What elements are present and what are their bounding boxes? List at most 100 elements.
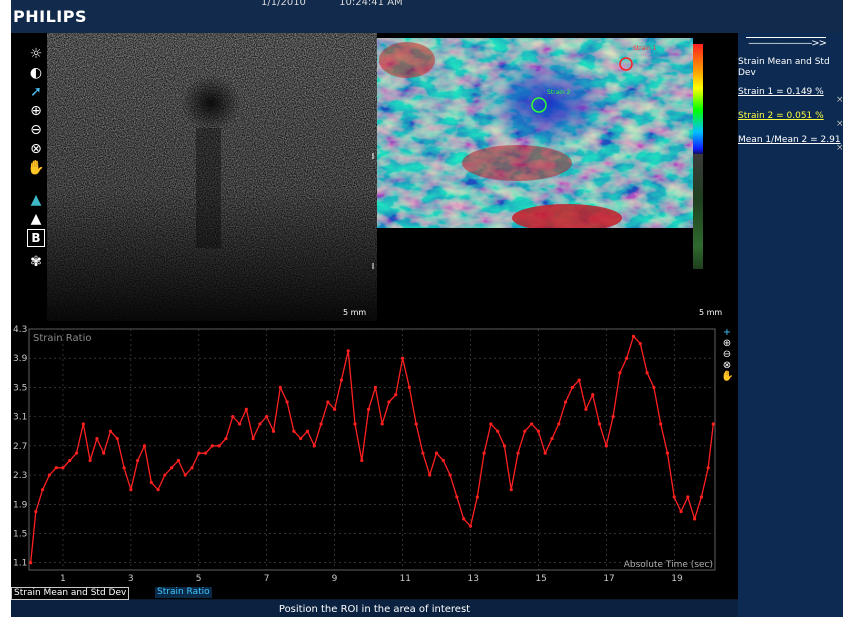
- data-point: [448, 473, 452, 477]
- chart-reset-icon[interactable]: ⊗: [722, 360, 732, 371]
- brain-icon[interactable]: ✾: [30, 254, 42, 270]
- probe-gray-icon[interactable]: ▲: [30, 211, 42, 227]
- data-point: [81, 422, 85, 426]
- data-point: [367, 407, 371, 411]
- bmode-icon[interactable]: B: [27, 229, 45, 247]
- data-point: [258, 422, 262, 426]
- roi-label-strain-1: Strain 1: [633, 45, 657, 52]
- data-point: [74, 451, 79, 455]
- strain-1-value[interactable]: Strain 1 = 0.149 %: [738, 87, 824, 97]
- pointer-icon[interactable]: ➚: [30, 84, 42, 100]
- data-point: [516, 451, 520, 455]
- data-point: [54, 466, 58, 470]
- data-point: [407, 385, 411, 390]
- contrast-icon[interactable]: ◐: [29, 65, 43, 81]
- reset-icon[interactable]: ⊗: [30, 141, 42, 157]
- data-point: [292, 429, 296, 433]
- data-point: [394, 393, 398, 397]
- close-icon[interactable]: ×: [836, 119, 843, 129]
- roi-circle-strain-2[interactable]: [531, 97, 547, 113]
- chart-zoom-in-icon[interactable]: ⊕: [722, 338, 732, 349]
- chart-zoom-out-icon[interactable]: ⊖: [722, 349, 732, 360]
- x-tick-label: 3: [128, 574, 134, 584]
- data-point: [570, 385, 574, 390]
- tab-strain-ratio[interactable]: Strain Ratio: [155, 587, 212, 598]
- data-point: [156, 488, 160, 492]
- y-tick-label: 3.5: [13, 383, 27, 393]
- data-point: [414, 422, 418, 426]
- data-point: [584, 407, 588, 411]
- elastography-image[interactable]: Strain 2 Strain 1: [377, 38, 693, 228]
- data-point: [679, 509, 683, 514]
- y-tick-label: 1.9: [13, 500, 28, 510]
- close-icon[interactable]: ×: [836, 143, 843, 153]
- data-point: [231, 415, 235, 419]
- data-point: [183, 473, 187, 477]
- x-tick-label: 9: [332, 574, 338, 584]
- data-point: [346, 349, 350, 353]
- brightness-icon[interactable]: ☼: [29, 46, 43, 62]
- strain-ratio-chart[interactable]: 1.1 1.5 1.9 2.3 2.7 3.1 3.5 3.9 4.3 1 3 5 7 9 11 13 15 17…: [11, 321, 738, 587]
- tab-strain-mean-std-dev[interactable]: Strain Mean and Std Dev: [11, 587, 130, 600]
- strain-2-value[interactable]: Strain 2 = 0.051 %: [738, 111, 824, 121]
- chart-tabs: Strain Mean and Std Dev Strain Ratio: [11, 587, 738, 600]
- data-point: [244, 407, 248, 411]
- data-point: [502, 444, 507, 448]
- x-tick-label: 7: [264, 574, 270, 584]
- data-point: [462, 517, 466, 521]
- image-display-area[interactable]: Strain 2 Strain 1 5 mm 5 mm: [11, 33, 738, 321]
- pan-hand-icon[interactable]: ✋: [27, 160, 45, 176]
- data-point: [224, 436, 228, 441]
- chart-pan-icon[interactable]: ✋: [721, 371, 734, 382]
- strain-color-scale: [693, 44, 703, 154]
- data-point: [550, 436, 554, 441]
- data-point: [136, 458, 140, 463]
- data-point: [611, 415, 615, 419]
- data-point: [672, 495, 676, 499]
- exam-time: 10:24:41 AM: [339, 0, 403, 8]
- x-tick-label: 13: [467, 574, 478, 584]
- elasto-scale-label: 5 mm: [699, 308, 723, 317]
- data-point: [536, 429, 541, 433]
- y-tick-label: 1.1: [13, 559, 27, 569]
- x-tick-label: 11: [400, 574, 411, 584]
- close-icon[interactable]: ×: [836, 95, 843, 105]
- data-point: [693, 517, 697, 521]
- data-point: [197, 451, 201, 455]
- data-point: [530, 422, 534, 426]
- status-bar: Position the ROI in the area of interest: [11, 600, 738, 617]
- panel-title: Strain Mean and Std Dev: [738, 57, 830, 78]
- data-point: [312, 444, 316, 448]
- data-point: [170, 466, 174, 470]
- data-point: [577, 378, 581, 382]
- chart-add-icon[interactable]: +: [722, 327, 732, 338]
- bmode-image[interactable]: [11, 33, 377, 321]
- data-point: [190, 466, 194, 470]
- data-point: [61, 466, 65, 470]
- zoom-in-icon[interactable]: ⊕: [30, 103, 42, 119]
- mean-ratio-value[interactable]: Mean 1/Mean 2 = 2.91: [738, 135, 841, 145]
- panel-collapse-arrow[interactable]: ———————>>: [746, 37, 827, 49]
- data-point: [597, 422, 602, 426]
- zoom-out-icon[interactable]: ⊖: [30, 122, 42, 138]
- data-point: [434, 451, 439, 455]
- data-point: [40, 488, 45, 492]
- data-point: [34, 509, 38, 514]
- data-point: [299, 436, 303, 441]
- data-point: [95, 436, 99, 441]
- roi-circle-strain-1[interactable]: [619, 57, 633, 71]
- y-tick-label: 1.5: [13, 529, 27, 539]
- data-point: [353, 422, 357, 426]
- data-point: [265, 415, 269, 419]
- data-point: [278, 385, 282, 390]
- bmode-gray-scale: [693, 154, 703, 269]
- strain-ratio-series-line: [30, 335, 714, 563]
- probe-color-icon[interactable]: ▲: [30, 192, 42, 208]
- x-tick-label: 5: [196, 574, 202, 584]
- y-tick-label: 4.3: [13, 325, 27, 335]
- data-point: [475, 495, 479, 499]
- data-point: [563, 400, 568, 404]
- strain-ratio-plot[interactable]: 1.11.51.92.32.73.13.53.94.31 3 5 7 9 11 13 15 17…: [11, 321, 738, 587]
- data-point: [523, 429, 527, 433]
- exam-date: 1/1/2010: [261, 0, 306, 8]
